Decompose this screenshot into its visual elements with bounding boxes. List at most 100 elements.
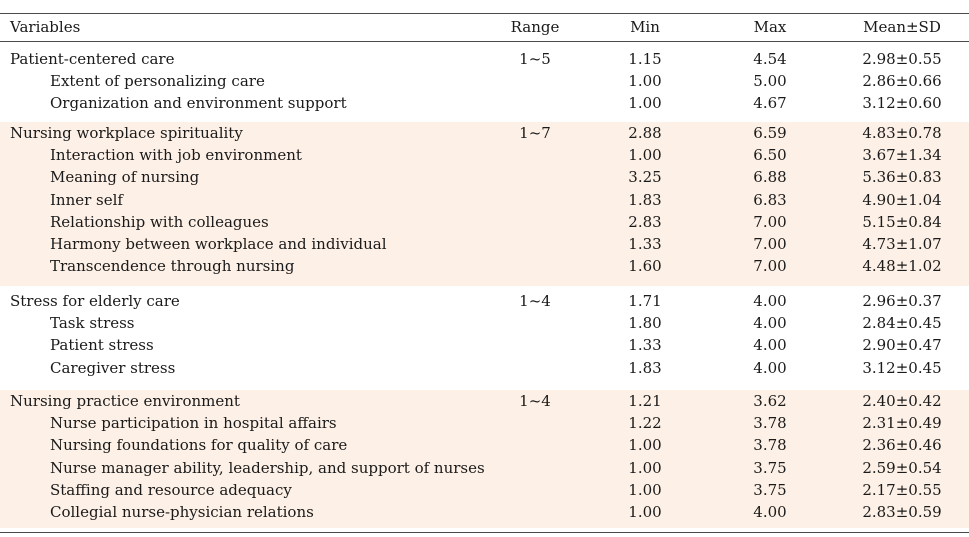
table-group: Patient-centered care 1~5 1.15 4.54 2.98±0.5… [0, 48, 969, 117]
cell-min: 3.25 [628, 168, 662, 187]
cell-mean-sd: 2.59±0.54 [862, 458, 942, 477]
table-group: Nursing workplace spirituality 1~7 2.88 6.5… [0, 122, 969, 286]
cell-variable: Nursing practice environment [10, 392, 240, 410]
table-row: Organization and environment support 1.00… [0, 92, 969, 114]
cell-min: 1.00 [628, 94, 662, 113]
cell-min: 1.00 [628, 72, 662, 91]
cell-max: 3.62 [753, 392, 787, 410]
table-row: Collegial nurse-physician relations 1.00 4… [0, 501, 969, 523]
table-row: Nurse participation in hospital affairs 1… [0, 412, 969, 434]
table-header-rule [0, 41, 969, 42]
cell-mean-sd: 2.36±0.46 [862, 436, 942, 455]
cell-variable: Nurse manager ability, leadership, and s… [50, 458, 485, 477]
table-row: Extent of personalizing care 1.00 5.00 2.86… [0, 70, 969, 92]
cell-mean-sd: 2.84±0.45 [862, 314, 942, 333]
cell-variable: Interaction with job environment [50, 146, 302, 165]
cell-max: 6.83 [753, 190, 787, 209]
cell-mean-sd: 2.90±0.47 [862, 336, 942, 355]
table-row: Patient-centered care 1~5 1.15 4.54 2.98±0.5… [0, 48, 969, 70]
cell-variable: Patient stress [50, 336, 154, 355]
cell-min: 2.83 [628, 212, 662, 231]
header-variables: Variables [10, 18, 81, 36]
cell-mean-sd: 4.90±1.04 [862, 190, 942, 209]
cell-max: 7.00 [753, 235, 787, 253]
cell-variable: Nurse participation in hospital affairs [50, 414, 337, 433]
table-row: Nursing foundations for quality of care 1… [0, 434, 969, 456]
cell-mean-sd: 2.40±0.42 [862, 392, 942, 410]
cell-max: 3.75 [753, 458, 787, 477]
cell-mean-sd: 2.98±0.55 [862, 50, 942, 68]
cell-min: 1.15 [628, 50, 662, 68]
cell-range: 1~5 [519, 50, 551, 68]
cell-variable: Organization and environment support [50, 94, 347, 113]
cell-mean-sd: 4.83±0.78 [862, 124, 942, 142]
cell-min: 1.00 [628, 480, 662, 499]
table-row: Relationship with colleagues 2.83 7.00 5.15… [0, 211, 969, 233]
cell-mean-sd: 4.48±1.02 [862, 257, 942, 276]
cell-variable: Nursing workplace spirituality [10, 124, 243, 142]
cell-variable: Patient-centered care [10, 50, 175, 68]
cell-min: 1.00 [628, 146, 662, 165]
cell-max: 4.00 [753, 292, 787, 310]
cell-mean-sd: 5.36±0.83 [862, 168, 942, 187]
table-row: Inner self 1.83 6.83 4.90±1.04 [0, 189, 969, 211]
header-min: Min [630, 18, 660, 36]
cell-min: 1.21 [628, 392, 662, 410]
cell-variable: Relationship with colleagues [50, 212, 269, 231]
cell-min: 1.33 [628, 336, 662, 355]
header-max: Max [753, 18, 787, 36]
table-row: Stress for elderly care 1~4 1.71 4.00 2.96±0… [0, 290, 969, 312]
cell-min: 2.88 [628, 124, 662, 142]
cell-mean-sd: 3.12±0.60 [862, 94, 942, 113]
cell-mean-sd: 2.86±0.66 [862, 72, 942, 91]
cell-variable: Harmony between workplace and individual [50, 235, 387, 253]
cell-max: 6.88 [753, 168, 787, 187]
table-row: Task stress 1.80 4.00 2.84±0.45 [0, 312, 969, 334]
cell-mean-sd: 3.67±1.34 [862, 146, 942, 165]
table-group: Nursing practice environment 1~4 1.21 3.62 2… [0, 390, 969, 528]
cell-variable: Nursing foundations for quality of care [50, 436, 348, 455]
table-group: Stress for elderly care 1~4 1.71 4.00 2.96±0… [0, 290, 969, 386]
cell-mean-sd: 4.73±1.07 [862, 235, 942, 253]
cell-mean-sd: 2.31±0.49 [862, 414, 942, 433]
table-bottom-rule [0, 532, 969, 533]
cell-min: 1.83 [628, 358, 662, 377]
table-row: Meaning of nursing 3.25 6.88 5.36±0.83 [0, 166, 969, 188]
cell-variable: Stress for elderly care [10, 292, 180, 310]
cell-max: 4.00 [753, 358, 787, 377]
cell-min: 1.22 [628, 414, 662, 433]
table-row: Nursing workplace spirituality 1~7 2.88 6.5… [0, 122, 969, 144]
cell-min: 1.00 [628, 436, 662, 455]
cell-range: 1~7 [519, 124, 551, 142]
cell-mean-sd: 5.15±0.84 [862, 212, 942, 231]
cell-max: 5.00 [753, 72, 787, 91]
cell-variable: Meaning of nursing [50, 168, 200, 187]
cell-max: 3.78 [753, 414, 787, 433]
table-header: Variables Range Min Max Mean±SD [0, 14, 969, 41]
cell-min: 1.33 [628, 235, 662, 253]
cell-variable: Transcendence through nursing [50, 257, 295, 276]
cell-mean-sd: 2.17±0.55 [862, 480, 942, 499]
cell-min: 1.60 [628, 257, 662, 276]
cell-variable: Staffing and resource adequacy [50, 480, 292, 499]
cell-max: 6.50 [753, 146, 787, 165]
cell-min: 1.71 [628, 292, 662, 310]
table-row: Harmony between workplace and individual… [0, 233, 969, 255]
cell-min: 1.00 [628, 458, 662, 477]
cell-min: 1.00 [628, 503, 662, 521]
cell-variable: Collegial nurse-physician relations [50, 503, 314, 521]
header-mean-sd: Mean±SD [863, 18, 941, 36]
table-row: Caregiver stress 1.83 4.00 3.12±0.45 [0, 357, 969, 379]
cell-max: 7.00 [753, 212, 787, 231]
cell-min: 1.80 [628, 314, 662, 333]
cell-max: 4.67 [753, 94, 787, 113]
cell-min: 1.83 [628, 190, 662, 209]
cell-max: 4.00 [753, 314, 787, 333]
table-row: Patient stress 1.33 4.00 2.90±0.47 [0, 334, 969, 356]
table-row: Nursing practice environment 1~4 1.21 3.62 2… [0, 390, 969, 412]
cell-range: 1~4 [519, 292, 551, 310]
cell-max: 4.00 [753, 336, 787, 355]
cell-max: 4.54 [753, 50, 787, 68]
cell-variable: Inner self [50, 190, 123, 209]
table-row: Staffing and resource adequacy 1.00 3.75 2.… [0, 479, 969, 501]
